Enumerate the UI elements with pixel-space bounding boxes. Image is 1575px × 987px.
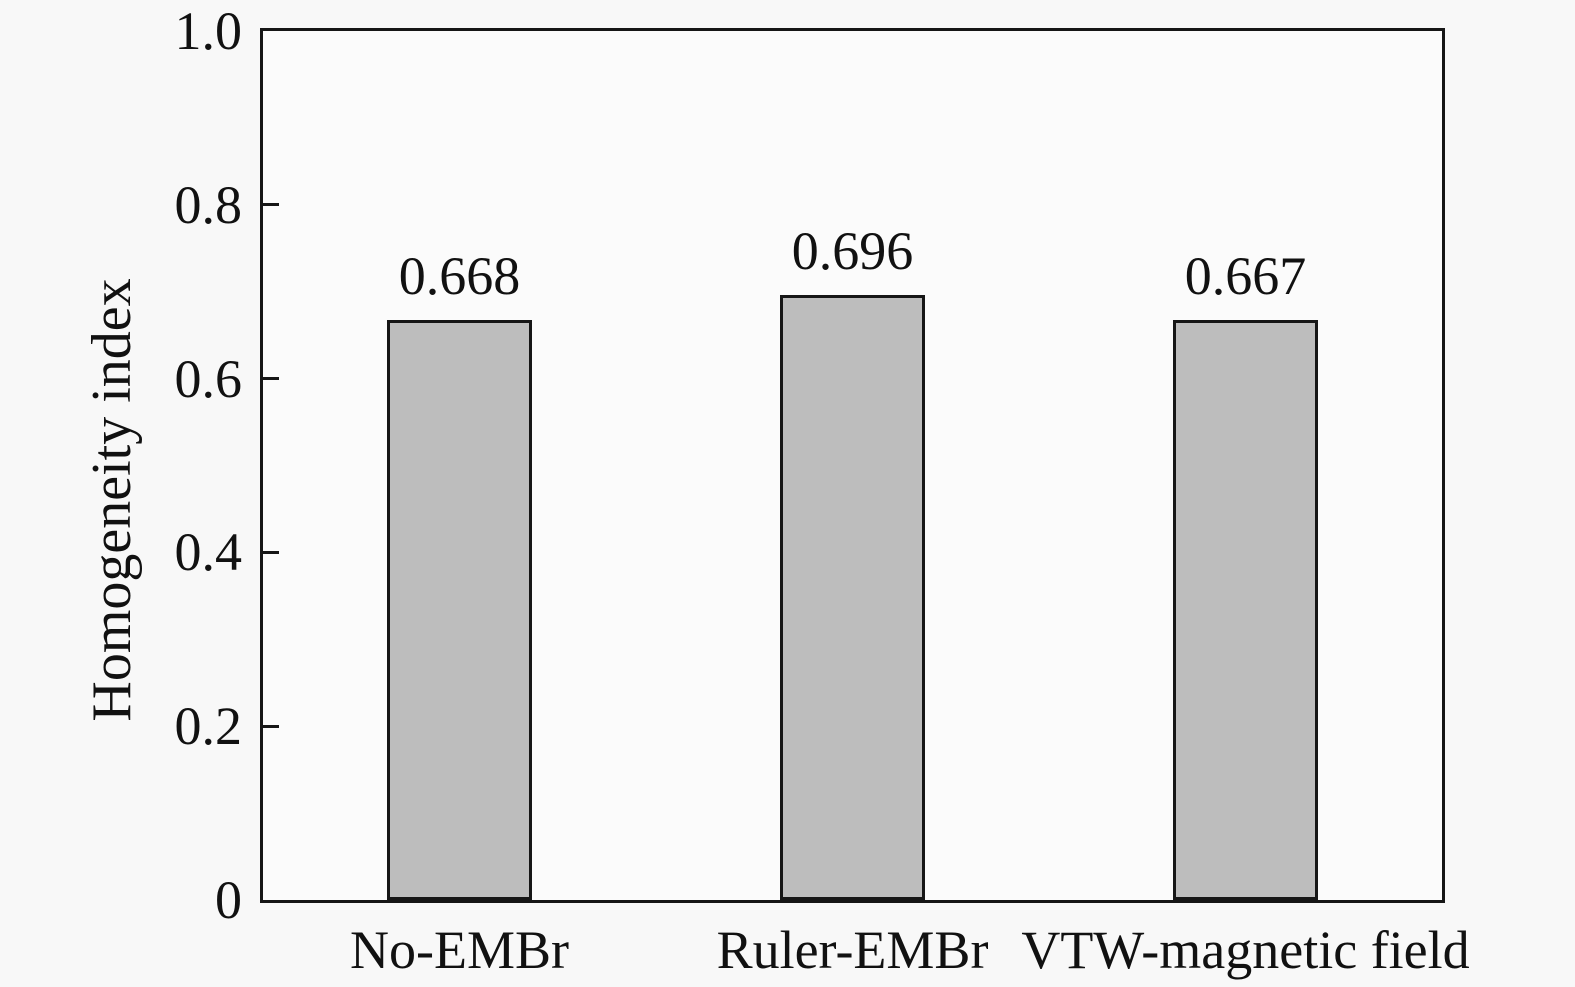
y-axis-tick xyxy=(263,550,279,554)
y-axis-tick xyxy=(263,203,279,207)
y-axis-tick xyxy=(263,724,279,728)
y-tick-label: 0.2 xyxy=(174,696,243,757)
x-tick-label: Ruler-EMBr xyxy=(716,920,989,980)
y-tick-label: 0 xyxy=(215,870,242,930)
bar-value-label: 0.696 xyxy=(791,221,914,282)
y-tick-label: 0.8 xyxy=(174,174,243,235)
plot-area: 0.668 0.696 0.667 xyxy=(260,28,1445,903)
y-tick-label: 1.0 xyxy=(174,1,243,61)
y-axis-tick xyxy=(263,377,279,381)
bar-VTW-magnetic field xyxy=(1173,320,1318,900)
x-tick-label: No-EMBr xyxy=(350,920,569,980)
bar-No-EMBr xyxy=(387,319,532,900)
bar-value-label: 0.668 xyxy=(398,245,521,306)
bar-value-label: 0.667 xyxy=(1184,246,1307,307)
y-tick-label: 0.4 xyxy=(174,522,243,583)
bar-Ruler-EMBr xyxy=(780,295,925,900)
y-tick-label: 0.6 xyxy=(174,348,243,409)
x-tick-label: VTW-magnetic field xyxy=(1021,920,1470,980)
